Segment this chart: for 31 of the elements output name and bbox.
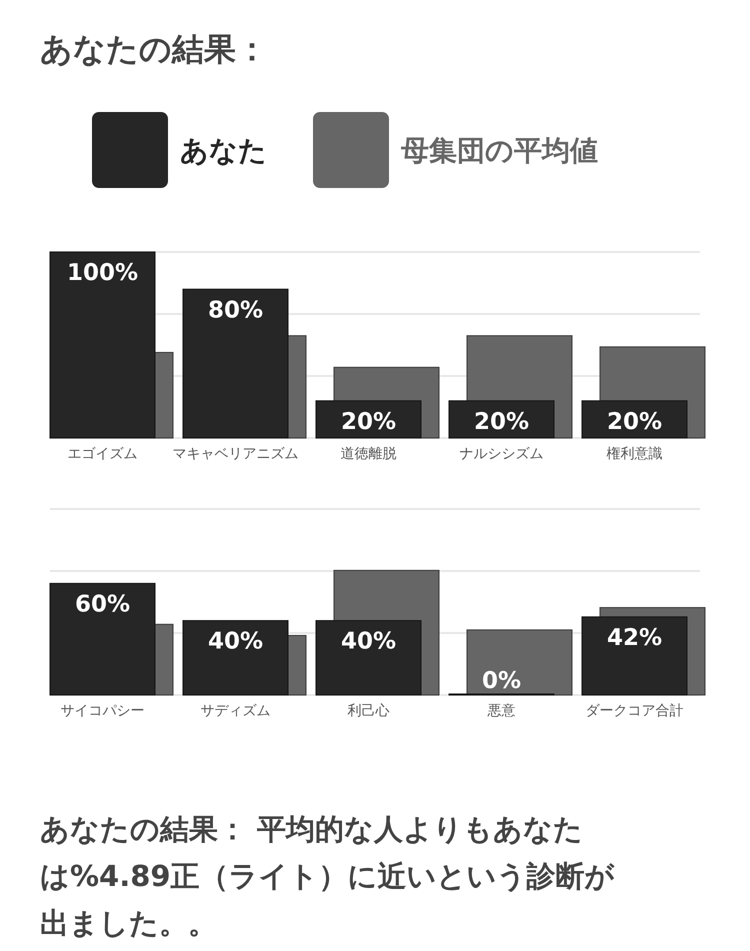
bar <box>182 288 288 438</box>
bar <box>182 620 288 696</box>
data-label: 40% <box>208 628 264 655</box>
data-label: 20% <box>474 408 530 435</box>
x-tick-label: 悪意 <box>486 703 516 719</box>
data-label: 42% <box>606 624 662 651</box>
x-tick-label: 権利意識 <box>606 446 662 462</box>
bar <box>316 620 422 696</box>
data-label: 60% <box>74 591 130 618</box>
text: あなたの結果： 平均的な人よりもあなたは%4.89正（ライト）に近いという診断が出ました。。 <box>40 811 616 942</box>
bar <box>466 629 572 696</box>
text: 母集団の平均値 <box>400 134 598 167</box>
x-tick-label: 道徳離脱 <box>340 446 396 462</box>
x-tick-label: ダークコア合計 <box>586 703 684 719</box>
data-label: 20% <box>606 408 662 435</box>
chart-title: あなたの結果： <box>40 29 268 70</box>
data-label: 0% <box>482 668 522 694</box>
bar <box>50 582 156 696</box>
text: あなた <box>180 134 267 167</box>
bar <box>582 616 688 696</box>
data-label: 80% <box>208 297 264 324</box>
data-label: 20% <box>340 408 396 435</box>
x-tick-label: エゴイズム <box>68 446 138 462</box>
x-tick-label: サディズム <box>200 703 270 719</box>
bar <box>50 252 156 438</box>
x-tick-label: サイコパシー <box>60 703 144 719</box>
data-label: 100% <box>66 260 138 286</box>
x-tick-label: 利己心 <box>348 703 390 719</box>
x-tick-label: マキャベリアニズム <box>172 446 298 462</box>
data-label: 40% <box>340 628 396 655</box>
x-tick-label: ナルシシズム <box>460 446 544 462</box>
